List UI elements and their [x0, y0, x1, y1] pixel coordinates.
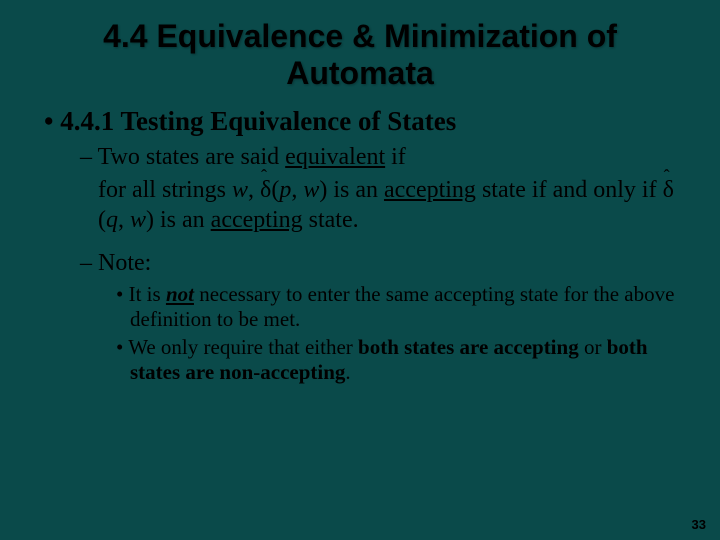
delta-hat-1: δ — [260, 175, 271, 205]
note-label: – Note: — [80, 249, 684, 278]
def-accept2: accepting — [211, 207, 303, 233]
delta-hat-2: δ — [663, 175, 674, 205]
note-1: • It is not necessary to enter the same … — [116, 282, 684, 332]
slide-title: 4.4 Equivalence & Minimization of Automa… — [36, 18, 684, 92]
def-q: q — [106, 207, 118, 233]
section-text: 4.4.1 Testing Equivalence of States — [60, 106, 456, 136]
def-1b: , — [248, 177, 260, 203]
def-2f: state. — [303, 207, 359, 233]
def-p: p — [279, 177, 291, 203]
def-1e: state if and only if — [476, 177, 663, 203]
note1-not: not — [166, 282, 194, 306]
equiv-post: if — [385, 144, 406, 170]
note2-end: . — [345, 360, 350, 384]
def-w3: w — [130, 207, 146, 233]
def-2e: ) is an — [146, 207, 211, 233]
definition-block: for all strings w, δ(p, w) is an accepti… — [98, 175, 684, 235]
def-popen2: ( — [98, 207, 106, 233]
note1-a: • It is — [116, 282, 166, 306]
def-2c: , — [118, 207, 130, 233]
spacer — [36, 237, 684, 249]
def-1d: ) is an — [319, 177, 384, 203]
def-1c: , — [291, 177, 303, 203]
equiv-word: equivalent — [285, 144, 385, 170]
section-heading: • 4.4.1 Testing Equivalence of States — [44, 106, 684, 137]
note2-a: • We only require that either — [116, 335, 358, 359]
page-number: 33 — [692, 517, 706, 532]
def-1a: for all strings — [98, 177, 232, 203]
def-w2: w — [303, 177, 319, 203]
note2-b1: both states are accepting — [358, 335, 579, 359]
def-w: w — [232, 177, 248, 203]
note2-mid: or — [579, 335, 607, 359]
def-accept1: accepting — [384, 177, 476, 203]
slide: 4.4 Equivalence & Minimization of Automa… — [0, 0, 720, 540]
note1-b: necessary to enter the same accepting st… — [130, 282, 674, 331]
bullet-l1: • — [44, 106, 53, 136]
equivalent-line: – Two states are said equivalent if — [80, 143, 684, 172]
equiv-pre: – Two states are said — [80, 144, 285, 170]
note-2: • We only require that either both state… — [116, 335, 684, 385]
